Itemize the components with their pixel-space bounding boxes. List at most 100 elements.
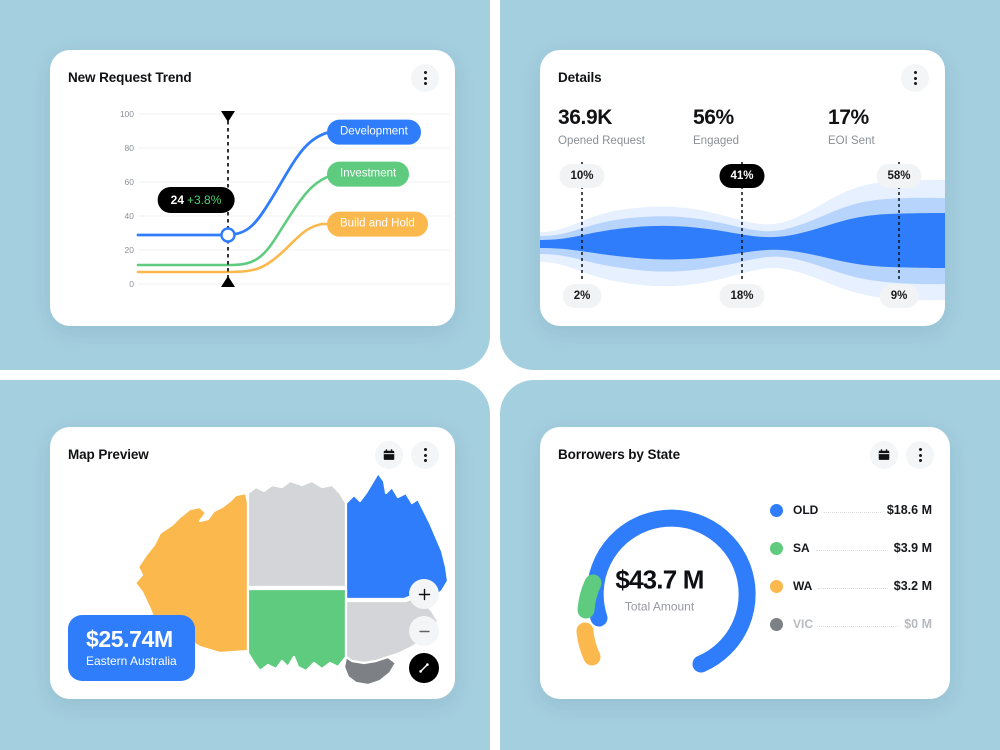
zoom-out-icon[interactable]	[409, 616, 439, 646]
gauge-total: $43.7 M	[615, 564, 704, 595]
legend-leader	[815, 549, 888, 551]
stat-label: EOI Sent	[828, 135, 875, 147]
map-callout[interactable]: $25.74M Eastern Australia	[68, 614, 195, 681]
card-header: Borrowers by State	[540, 427, 950, 483]
gauge-arc-wa	[576, 622, 601, 666]
stream-top-badge-1[interactable]: 10%	[559, 164, 605, 188]
tooltip-value: 24	[170, 193, 184, 207]
series-label-investment[interactable]: Investment	[327, 161, 410, 187]
more-vertical-icon[interactable]	[901, 64, 929, 92]
header-actions	[870, 441, 934, 469]
stat-label: Engaged	[693, 135, 740, 147]
calendar-glyph	[878, 449, 890, 460]
stream-top-badge-2[interactable]: 41%	[719, 164, 765, 188]
legend-item-wa[interactable]: WA $3.2 M	[770, 567, 932, 605]
header-actions	[375, 441, 439, 469]
more-vertical-icon[interactable]	[906, 441, 934, 469]
series-build-and-hold	[136, 222, 382, 274]
zoom-in-icon[interactable]	[409, 579, 439, 609]
card-borrowers-by-state: Borrowers by State	[540, 427, 950, 699]
page-title: Borrowers by State	[558, 447, 680, 463]
map-callout-region: Eastern Australia	[86, 654, 177, 668]
donut-gauge-svg	[576, 509, 756, 673]
series-development	[136, 130, 382, 237]
card-header: Map Preview	[50, 427, 455, 483]
legend-color-dot	[770, 617, 783, 631]
cursor-marker	[220, 227, 236, 243]
stream-top-badge-3[interactable]: 58%	[876, 164, 922, 188]
card-header: New Request Trend	[50, 50, 455, 106]
stream-bottom-badge-2[interactable]: 18%	[719, 284, 765, 308]
panel-new-request-trend: New Request Trend	[0, 0, 490, 370]
more-vertical-icon[interactable]	[411, 64, 439, 92]
more-vertical-icon[interactable]	[411, 441, 439, 469]
gauge-center: $43.7 M Total Amount	[575, 565, 745, 614]
series-label-build-and-hold[interactable]: Build and Hold	[327, 211, 428, 237]
line-chart: 100 80 60 40 20 0 Development Investment…	[50, 102, 455, 322]
y-tick-0: 0	[129, 279, 134, 289]
stat-value: 36.9K	[558, 106, 613, 129]
stream-chart-svg	[540, 162, 945, 301]
legend-item-old[interactable]: OLD $18.6 M	[770, 491, 932, 529]
calendar-icon[interactable]	[375, 441, 403, 469]
series-label-development[interactable]: Development	[327, 119, 421, 145]
header-actions	[901, 64, 929, 92]
donut-gauge: $43.7 M Total Amount	[552, 479, 767, 691]
stat-label: Opened Request	[558, 135, 645, 147]
dots-glyph	[913, 71, 917, 85]
legend: OLD $18.6 M SA $3.9 M WA $3.2 M	[770, 491, 932, 643]
australia-map-svg	[133, 471, 450, 687]
gauge-arc-old	[586, 509, 756, 673]
legend-item-sa[interactable]: SA $3.9 M	[770, 529, 932, 567]
stat-engaged: 56% Engaged	[693, 106, 828, 147]
expand-glyph	[419, 663, 429, 673]
map-controls	[409, 579, 439, 683]
legend-value: $3.2 M	[893, 579, 932, 593]
region-victoria	[342, 655, 398, 687]
dots-glyph	[423, 448, 427, 462]
page-title: New Request Trend	[68, 70, 192, 86]
chart-tooltip: 24 +3.8%	[157, 187, 235, 213]
expand-icon[interactable]	[409, 653, 439, 683]
dots-glyph	[423, 71, 427, 85]
legend-leader	[818, 587, 888, 589]
legend-leader	[819, 625, 899, 627]
legend-color-dot	[770, 579, 783, 593]
calendar-icon[interactable]	[870, 441, 898, 469]
card-map-preview: Map Preview	[50, 427, 455, 699]
stats-row: 36.9K Opened Request 56% Engaged 17% EOI…	[558, 106, 963, 147]
legend-leader	[824, 511, 881, 513]
stream-bottom-badge-3[interactable]: 9%	[879, 284, 919, 308]
series-investment	[136, 172, 382, 267]
page-title: Map Preview	[68, 447, 149, 463]
gauge-arc-sa	[577, 574, 602, 619]
stat-value: 56%	[693, 106, 734, 129]
y-tick-60: 60	[124, 177, 134, 187]
tooltip-delta: +3.8%	[187, 193, 222, 207]
panel-map-preview: Map Preview	[0, 380, 490, 750]
legend-label: WA	[793, 579, 813, 593]
y-tick-100: 100	[119, 109, 134, 119]
australia-map[interactable]: $25.74M Eastern Australia	[50, 471, 455, 699]
minus-glyph	[418, 630, 430, 632]
region-northern-territory	[246, 479, 348, 589]
map-callout-amount: $25.74M	[86, 625, 173, 652]
page-title: Details	[558, 70, 602, 86]
card-header: Details	[540, 50, 945, 106]
y-tick-80: 80	[124, 143, 134, 153]
region-south-australia	[246, 587, 348, 673]
legend-label: OLD	[793, 503, 819, 517]
legend-label: VIC	[793, 617, 814, 631]
card-details: Details 36.9K Opened Request 56% Engaged	[540, 50, 945, 326]
gridlines	[138, 113, 450, 285]
legend-value: $3.9 M	[893, 541, 932, 555]
legend-color-dot	[770, 541, 783, 555]
cursor-caret-top	[221, 111, 235, 122]
line-chart-svg	[136, 111, 450, 287]
legend-color-dot	[770, 503, 783, 517]
gauge-caption: Total Amount	[624, 599, 695, 614]
calendar-glyph	[383, 449, 395, 460]
legend-item-vic[interactable]: VIC $0 M	[770, 605, 932, 643]
stream-bottom-badge-1[interactable]: 2%	[562, 284, 602, 308]
